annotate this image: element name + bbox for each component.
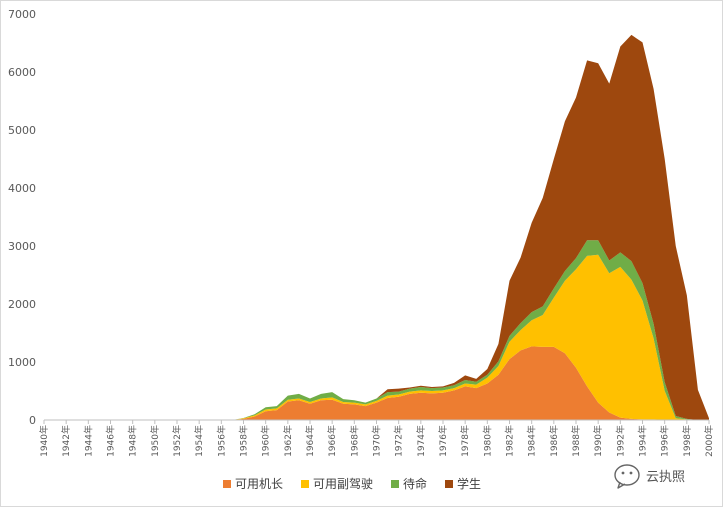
legend-label-2: 可用副驾驶 xyxy=(313,476,373,491)
x-tick-label: 1950年 xyxy=(149,425,161,457)
x-tick-label: 1942年 xyxy=(60,425,72,457)
x-tick-label: 1988年 xyxy=(570,425,582,457)
series-area-4 xyxy=(44,34,709,420)
x-tick-label: 1948年 xyxy=(127,425,139,457)
legend-label-3: 待命 xyxy=(403,476,427,491)
legend-swatch-4 xyxy=(445,480,453,488)
y-tick-label: 1000 xyxy=(8,356,36,369)
y-tick-label: 3000 xyxy=(8,240,36,253)
x-tick-label: 1966年 xyxy=(326,425,338,457)
y-tick-label: 5000 xyxy=(8,124,36,137)
x-tick-label: 1976年 xyxy=(437,425,449,457)
series-area-1 xyxy=(44,346,709,420)
x-tick-label: 1990年 xyxy=(592,425,604,457)
y-axis: 0 1000 2000 3000 4000 5000 6000 7000 xyxy=(8,8,36,427)
x-tick-label: 1960年 xyxy=(260,425,272,457)
x-tick-label: 1956年 xyxy=(215,425,227,457)
legend-swatch-3 xyxy=(391,480,399,488)
wechat-icon xyxy=(614,464,640,489)
x-tick-label: 1964年 xyxy=(304,425,316,457)
x-tick-label: 1954年 xyxy=(193,425,205,457)
x-tick-label: 1992年 xyxy=(614,425,626,457)
x-tick-label: 1998年 xyxy=(681,425,693,457)
x-tick-label: 1978年 xyxy=(459,425,471,457)
y-tick-label: 4000 xyxy=(8,182,36,195)
x-tick-label: 1962年 xyxy=(282,425,294,457)
legend: 可用机长 可用副驾驶 待命 学生 xyxy=(223,476,481,491)
watermark-text: 云执照 xyxy=(646,470,685,485)
x-tick-label: 1986年 xyxy=(548,425,560,457)
legend-swatch-2 xyxy=(301,480,309,488)
x-tick-label: 1980年 xyxy=(481,425,493,457)
x-tick-label: 1996年 xyxy=(659,425,671,457)
x-axis: 1940年 1942年 1944年 1946年 1948年 1950年 1952年 1954年… xyxy=(38,420,715,457)
x-tick-label: 1984年 xyxy=(526,425,538,457)
legend-swatch-1 xyxy=(223,480,231,488)
x-tick-label: 1946年 xyxy=(105,425,117,457)
series-area-2 xyxy=(44,254,709,420)
x-tick-label: 1994年 xyxy=(637,425,649,457)
legend-label-1: 可用机长 xyxy=(235,477,283,491)
x-tick-label: 1974年 xyxy=(415,425,427,457)
x-tick-label: 1958年 xyxy=(238,425,250,457)
plot-areas xyxy=(44,34,709,420)
x-tick-label: 1944年 xyxy=(82,425,94,457)
x-tick-label: 1940年 xyxy=(38,425,50,457)
x-tick-label: 1952年 xyxy=(171,425,183,457)
x-tick-label: 2000年 xyxy=(703,425,715,457)
y-tick-label: 7000 xyxy=(8,8,36,21)
x-tick-label: 1972年 xyxy=(393,425,405,457)
y-tick-label: 6000 xyxy=(8,66,36,79)
x-tick-label: 1968年 xyxy=(348,425,360,457)
x-tick-label: 1970年 xyxy=(371,425,383,457)
y-tick-label: 0 xyxy=(29,414,36,427)
x-tick-label: 1982年 xyxy=(504,425,516,457)
y-tick-label: 2000 xyxy=(8,298,36,311)
watermark: 云执照 xyxy=(614,464,685,489)
legend-label-4: 学生 xyxy=(457,476,481,491)
